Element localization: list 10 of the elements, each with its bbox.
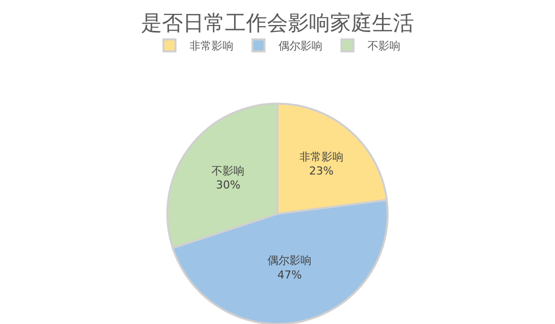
legend-label: 不影响 (368, 40, 400, 53)
slice-label: 非常影响 (299, 150, 344, 164)
slice-label: 偶尔影响 (268, 254, 312, 268)
data-label: 47% (277, 268, 302, 282)
data-label: 30% (216, 178, 240, 192)
legend-label: 非常影响 (190, 40, 234, 53)
chart-title: 是否日常工作会影响家庭生活 (141, 11, 414, 36)
slice-label: 不影响 (212, 164, 245, 178)
legend-label: 偶尔影响 (278, 40, 322, 53)
data-label: 23% (309, 164, 334, 178)
